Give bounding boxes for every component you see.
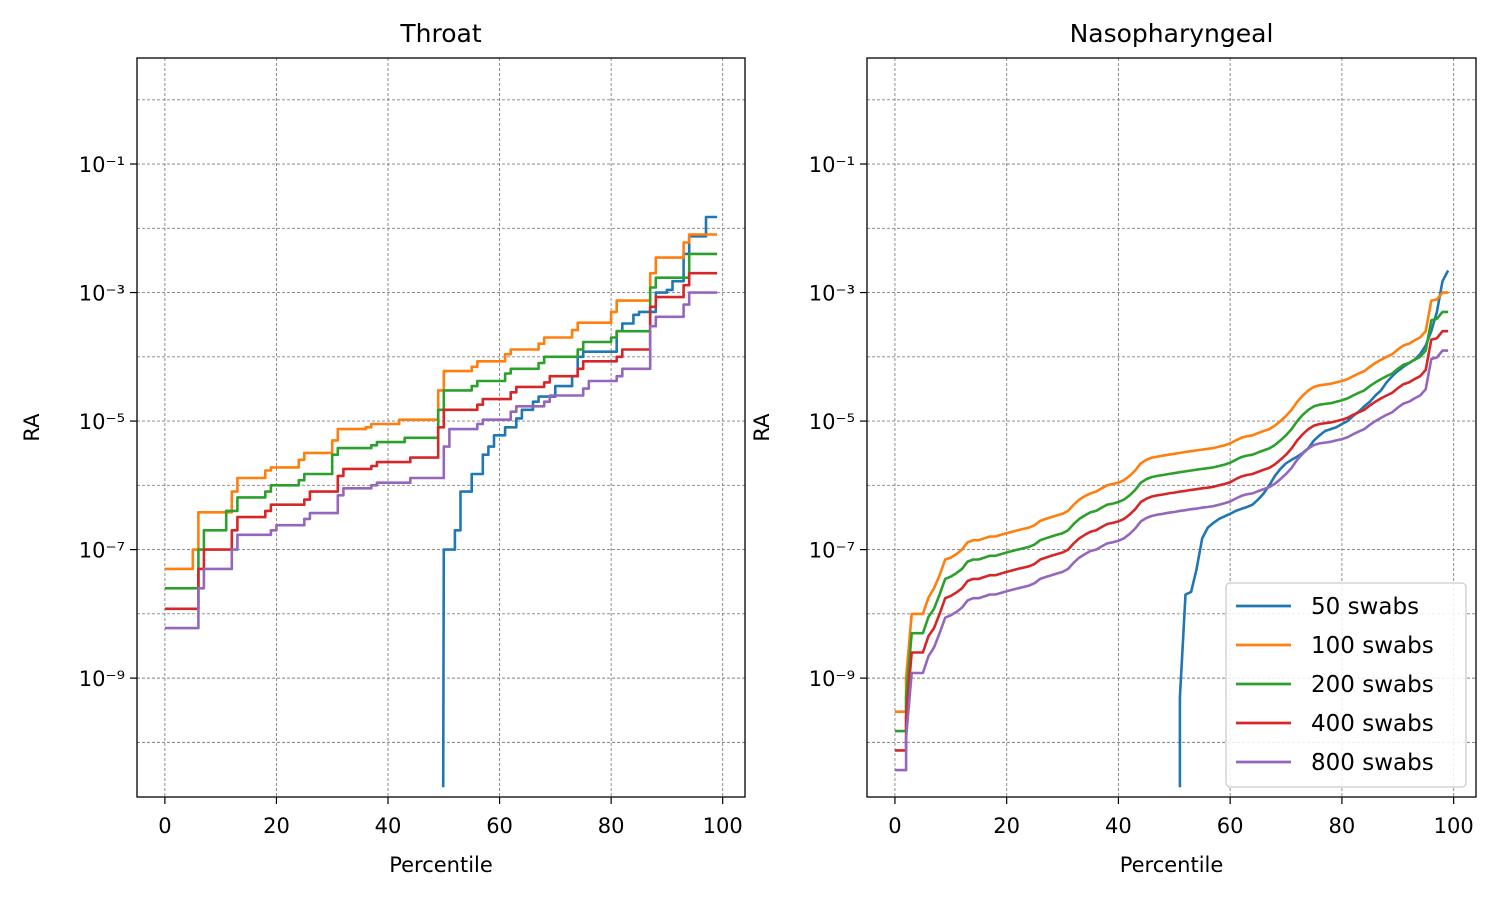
nasopharyngeal-panel: 0 20 40 60 80 100 10⁻⁹ 10⁻⁷ 10⁻⁵ 10⁻³ 10⁻¹ Nasopha… [750, 19, 1477, 877]
throat-y-axis-label: RA [20, 413, 44, 442]
legend-entry-label: 200 swabs [1311, 672, 1434, 698]
nasopharyngeal-ticks: 0 20 40 60 80 100 10⁻⁹ 10⁻⁷ 10⁻⁵ 10⁻³ 10⁻¹ [809, 153, 1474, 838]
legend-entry-label: 100 swabs [1311, 633, 1434, 659]
throat-series-line-1 [164, 233, 718, 571]
throat-title: Throat [399, 19, 481, 48]
throat-x-tick-label: 20 [263, 814, 290, 838]
throat-y-tick-label: 10⁻³ [79, 282, 125, 306]
throat-series-line-0 [441, 215, 718, 788]
throat-series-line-3 [164, 271, 718, 611]
nasopharyngeal-series-line-4 [894, 349, 1449, 772]
throat-axes-frame [136, 57, 746, 798]
nasopharyngeal-series-line-0 [1178, 269, 1450, 788]
nasopharyngeal-series-line-2 [894, 310, 1449, 733]
nasopharyngeal-x-tick-label: 80 [1329, 814, 1356, 838]
nasopharyngeal-x-tick-label: 60 [1217, 814, 1244, 838]
nasopharyngeal-series-line-3 [894, 329, 1449, 752]
nasopharyngeal-title: Nasopharyngeal [1070, 19, 1274, 48]
throat-ticks: 0 20 40 60 80 100 10⁻⁹ 10⁻⁷ 10⁻⁵ 10⁻³ 10⁻¹ [79, 153, 743, 838]
nasopharyngeal-y-tick-label: 10⁻⁷ [809, 539, 855, 563]
nasopharyngeal-series [894, 269, 1450, 788]
throat-x-tick-label: 40 [375, 814, 402, 838]
legend-entry-label: 400 swabs [1311, 711, 1434, 737]
nasopharyngeal-y-tick-label: 10⁻⁵ [809, 410, 855, 434]
nasopharyngeal-y-tick-label: 10⁻³ [809, 282, 855, 306]
legend-entry-label: 50 swabs [1311, 594, 1419, 620]
throat-x-tick-label: 0 [158, 814, 171, 838]
nasopharyngeal-y-axis-label: RA [750, 413, 774, 442]
throat-series-line-4 [164, 291, 718, 630]
nasopharyngeal-x-tick-label: 100 [1434, 814, 1474, 838]
nasopharyngeal-x-tick-label: 40 [1105, 814, 1132, 838]
throat-series-line-2 [164, 252, 718, 590]
nasopharyngeal-y-tick-label: 10⁻⁹ [809, 667, 855, 691]
throat-x-tick-label: 60 [486, 814, 513, 838]
nasopharyngeal-series-line-1 [894, 291, 1449, 714]
throat-y-tick-label: 10⁻⁹ [79, 667, 125, 691]
throat-y-tick-label: 10⁻¹ [79, 153, 125, 177]
legend: 50 swabs 100 swabs 200 swabs 400 swabs 800 s… [1225, 582, 1467, 788]
throat-y-tick-label: 10⁻⁵ [79, 410, 125, 434]
throat-x-tick-label: 100 [703, 814, 743, 838]
throat-series [164, 215, 718, 788]
throat-y-tick-label: 10⁻⁷ [79, 539, 125, 563]
legend-entry-label: 800 swabs [1311, 750, 1434, 776]
nasopharyngeal-x-tick-label: 20 [993, 814, 1020, 838]
throat-x-axis-label: Percentile [389, 853, 493, 877]
nasopharyngeal-y-tick-label: 10⁻¹ [809, 153, 855, 177]
nasopharyngeal-x-tick-label: 0 [888, 814, 901, 838]
nasopharyngeal-axes-frame [866, 57, 1477, 798]
legend-frame [1225, 582, 1467, 788]
throat-grid [137, 58, 745, 797]
throat-x-tick-label: 80 [598, 814, 625, 838]
nasopharyngeal-x-axis-label: Percentile [1120, 853, 1224, 877]
